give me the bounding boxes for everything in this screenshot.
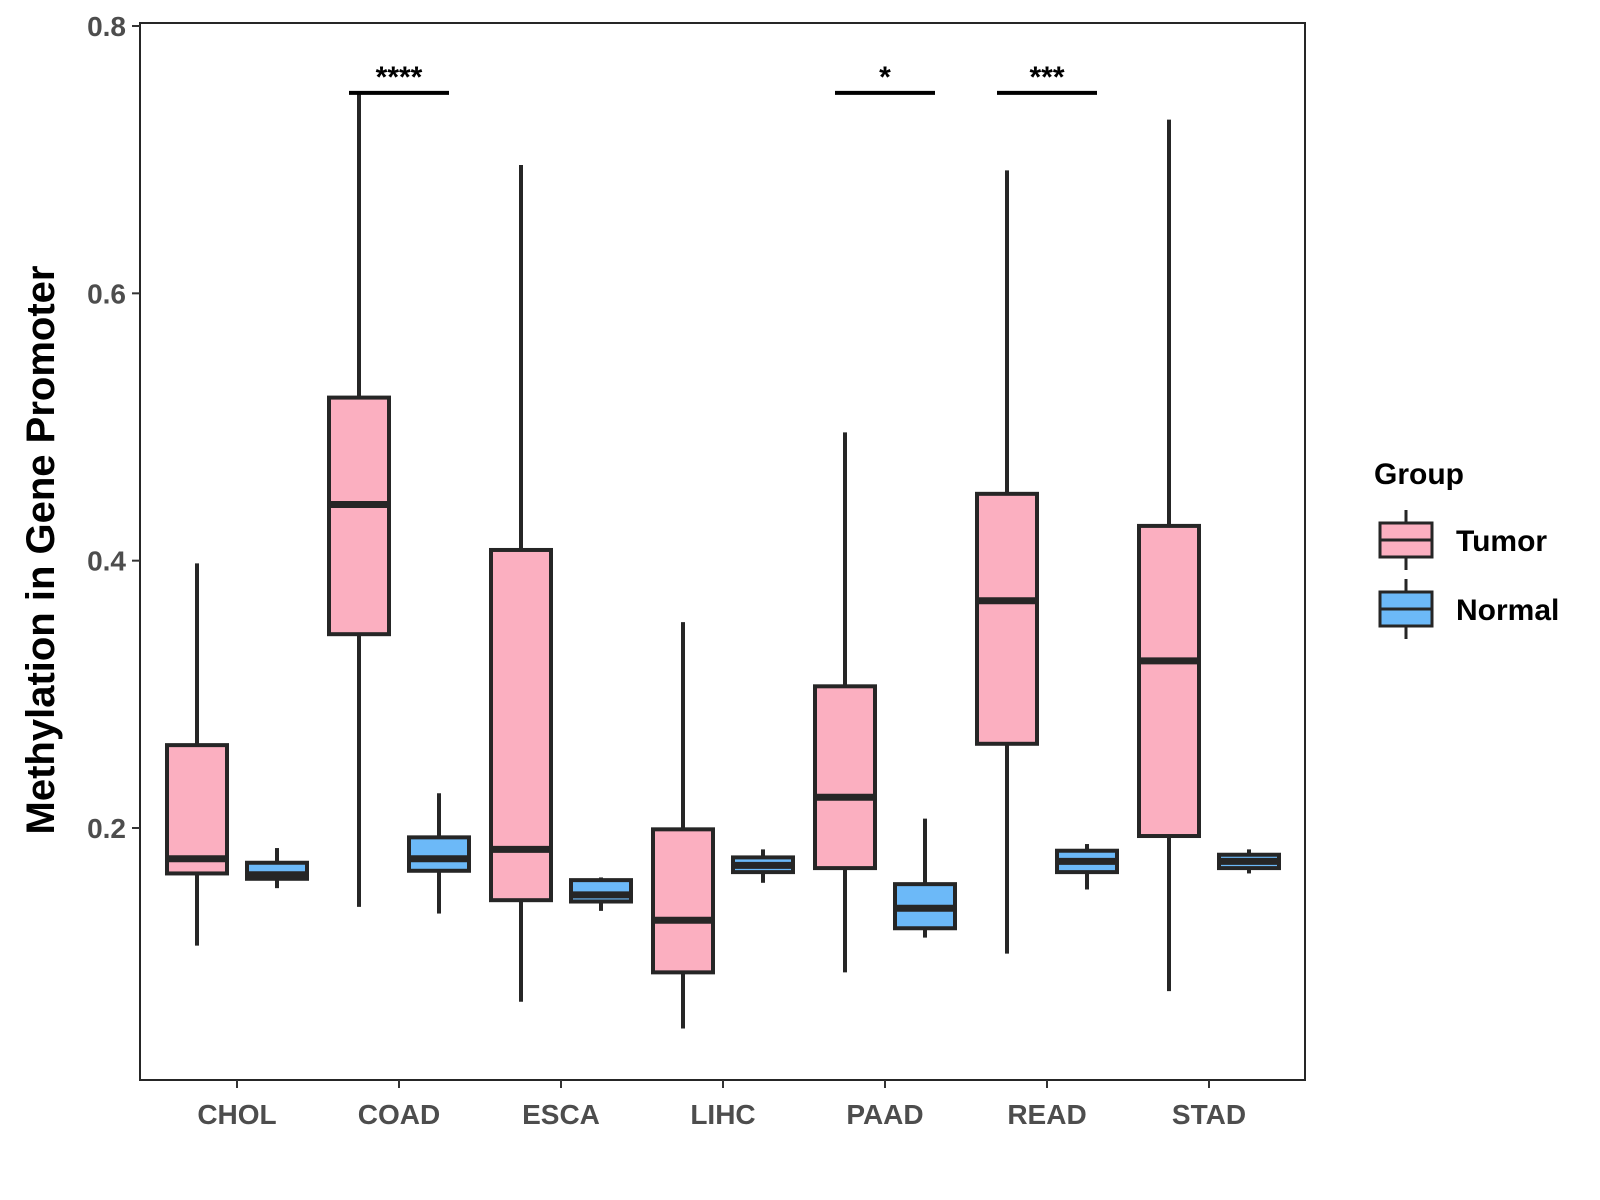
- legend-title: Group: [1374, 458, 1464, 491]
- box-normal-paad: [893, 818, 957, 938]
- y-tick-label: 0.2: [87, 813, 126, 844]
- legend: Group Tumor Normal: [1374, 458, 1559, 639]
- y-tick-label: 0.4: [87, 546, 126, 577]
- y-tick-label: 0.8: [87, 11, 126, 42]
- box-tumor-lihc: [651, 622, 715, 1029]
- box-tumor-coad: [327, 92, 391, 907]
- box-body: [407, 835, 471, 873]
- box-body: [975, 491, 1039, 746]
- box-tumor-read: [975, 170, 1039, 954]
- x-tick-label-lihc: LIHC: [690, 1099, 755, 1130]
- x-tick-label-esca: ESCA: [522, 1099, 600, 1130]
- box-normal-chol: [245, 848, 309, 889]
- boxes-layer: [165, 92, 1281, 1029]
- legend-label-tumor: Tumor: [1456, 525, 1547, 558]
- box-body: [651, 827, 715, 975]
- legend-label-normal: Normal: [1456, 594, 1559, 627]
- x-tick-label-chol: CHOL: [197, 1099, 276, 1130]
- box-tumor-chol: [165, 563, 229, 946]
- box-normal-read: [1055, 844, 1119, 890]
- axes-layer: 0.2 0.4 0.6 0.8 CHOL COAD ESCA LIHC PAAD READ STAD: [87, 11, 1306, 1130]
- legend-item-tumor: Tumor: [1378, 510, 1547, 570]
- box-normal-coad: [407, 793, 471, 914]
- significance-layer: **** * ***: [349, 61, 1097, 95]
- x-tick-label-read: READ: [1007, 1099, 1086, 1130]
- plot-panel-border: [139, 22, 1306, 1081]
- significance-label: ***: [1029, 61, 1064, 94]
- x-tick-label-stad: STAD: [1172, 1099, 1246, 1130]
- box-normal-lihc: [731, 849, 795, 883]
- box-tumor-stad: [1137, 119, 1201, 992]
- box-normal-esca: [569, 877, 633, 911]
- x-tick-label-coad: COAD: [358, 1099, 440, 1130]
- significance-coad: ****: [349, 61, 449, 95]
- y-tick-label: 0.6: [87, 278, 126, 309]
- x-tick-label-paad: PAAD: [846, 1099, 923, 1130]
- box-body: [327, 395, 391, 637]
- box-normal-stad: [1217, 849, 1281, 874]
- significance-label: *: [879, 61, 891, 94]
- box-tumor-paad: [813, 432, 877, 973]
- box-body: [489, 547, 553, 903]
- box-tumor-esca: [489, 165, 553, 1002]
- box-body: [165, 743, 229, 876]
- legend-item-normal: Normal: [1378, 579, 1559, 639]
- significance-paad: *: [835, 61, 935, 95]
- significance-label: ****: [376, 61, 423, 94]
- box-body: [1137, 523, 1201, 839]
- y-axis-title: Methylation in Gene Promoter: [19, 266, 63, 835]
- significance-read: ***: [997, 61, 1097, 95]
- box-body: [813, 684, 877, 871]
